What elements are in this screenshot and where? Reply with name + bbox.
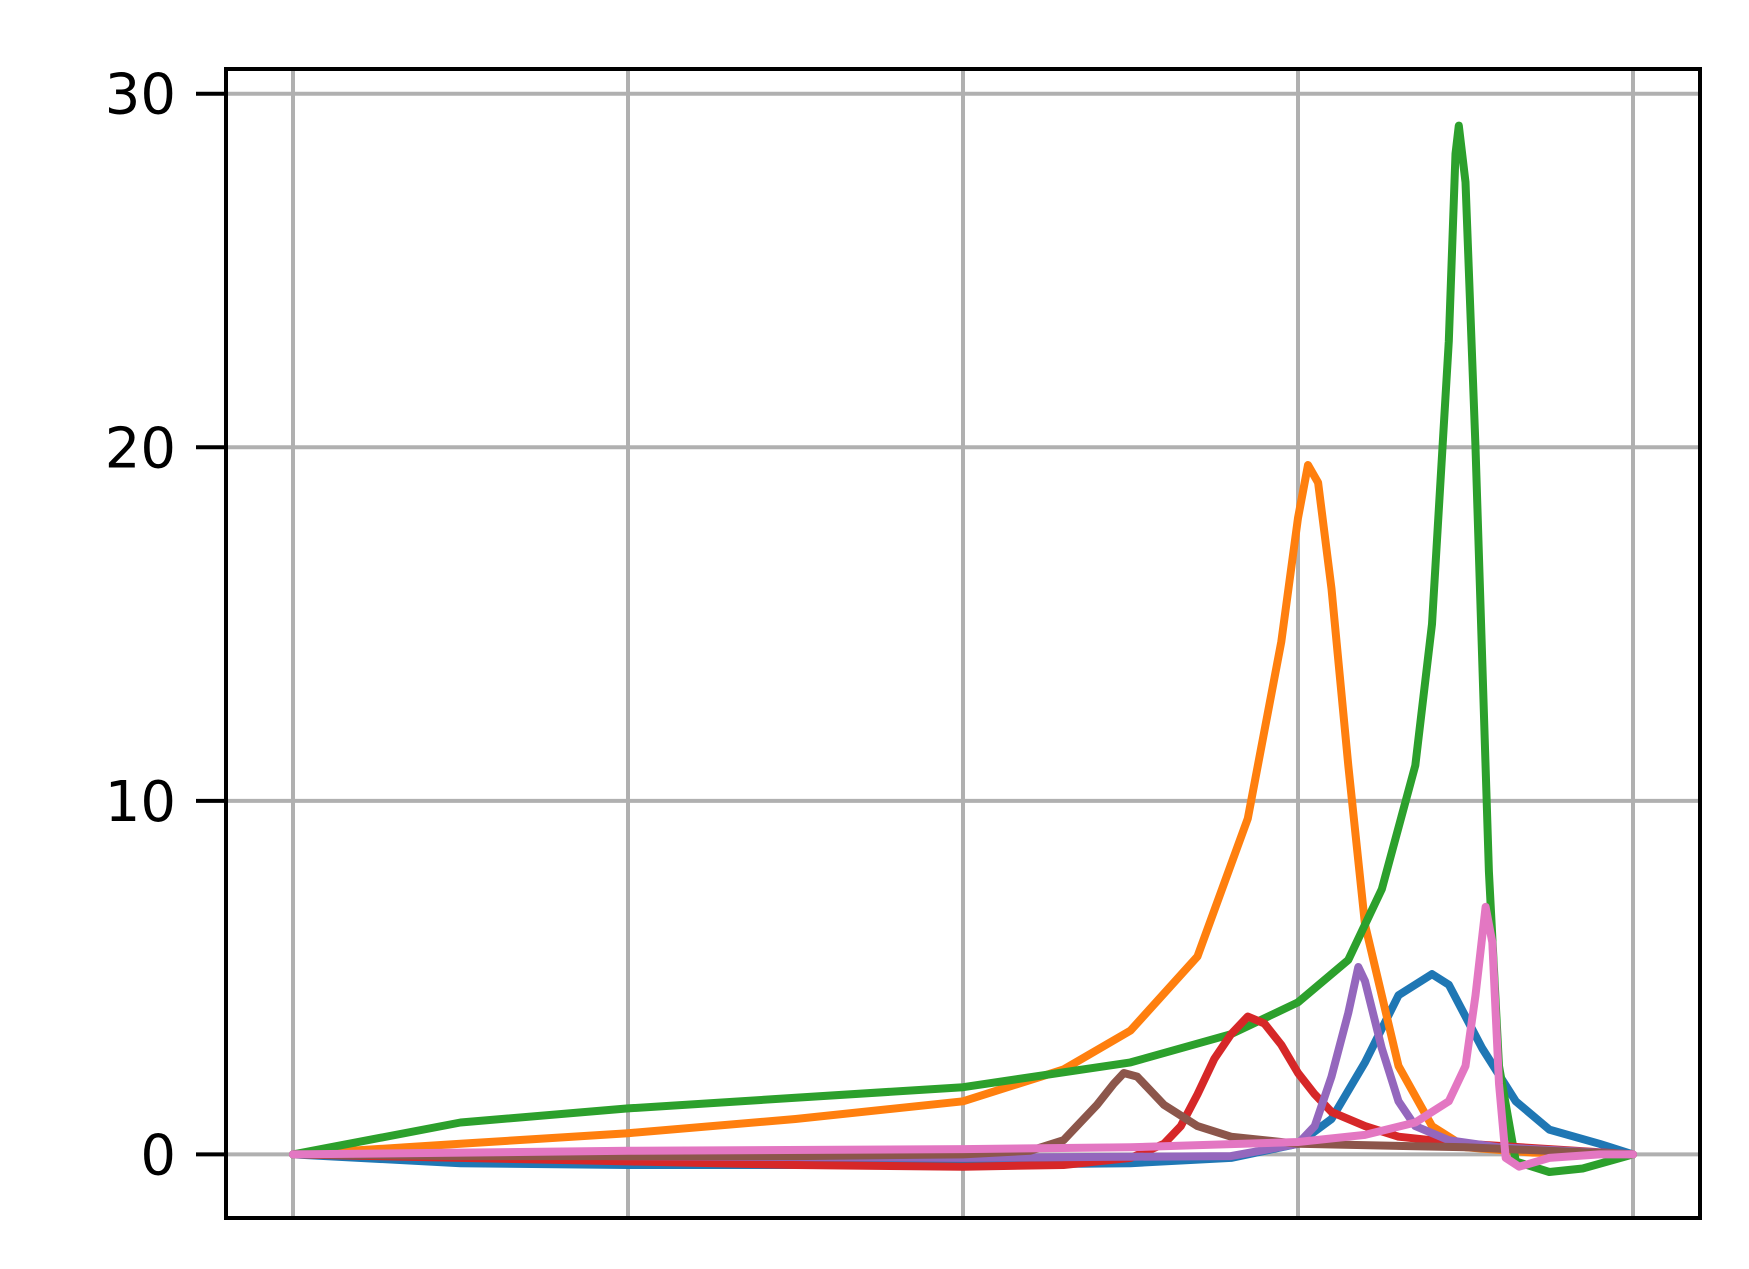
series-line-5 [289,1069,1637,1161]
y-tick-label-1: 10 [105,770,176,835]
series-line-2 [289,121,1637,1176]
y-tick-label-2: 20 [105,416,176,481]
series-lines [289,121,1637,1176]
series-line-4 [289,963,1637,1162]
y-tick-label-3: 30 [105,63,176,128]
series-line-3 [289,1012,1637,1171]
plot-frame [224,67,1702,1220]
y-tick-label-0: 0 [140,1123,176,1188]
y-axis-ticks: 0 10 20 30 [105,63,226,1188]
series-line-6 [289,902,1637,1171]
series-line-1 [289,461,1637,1159]
